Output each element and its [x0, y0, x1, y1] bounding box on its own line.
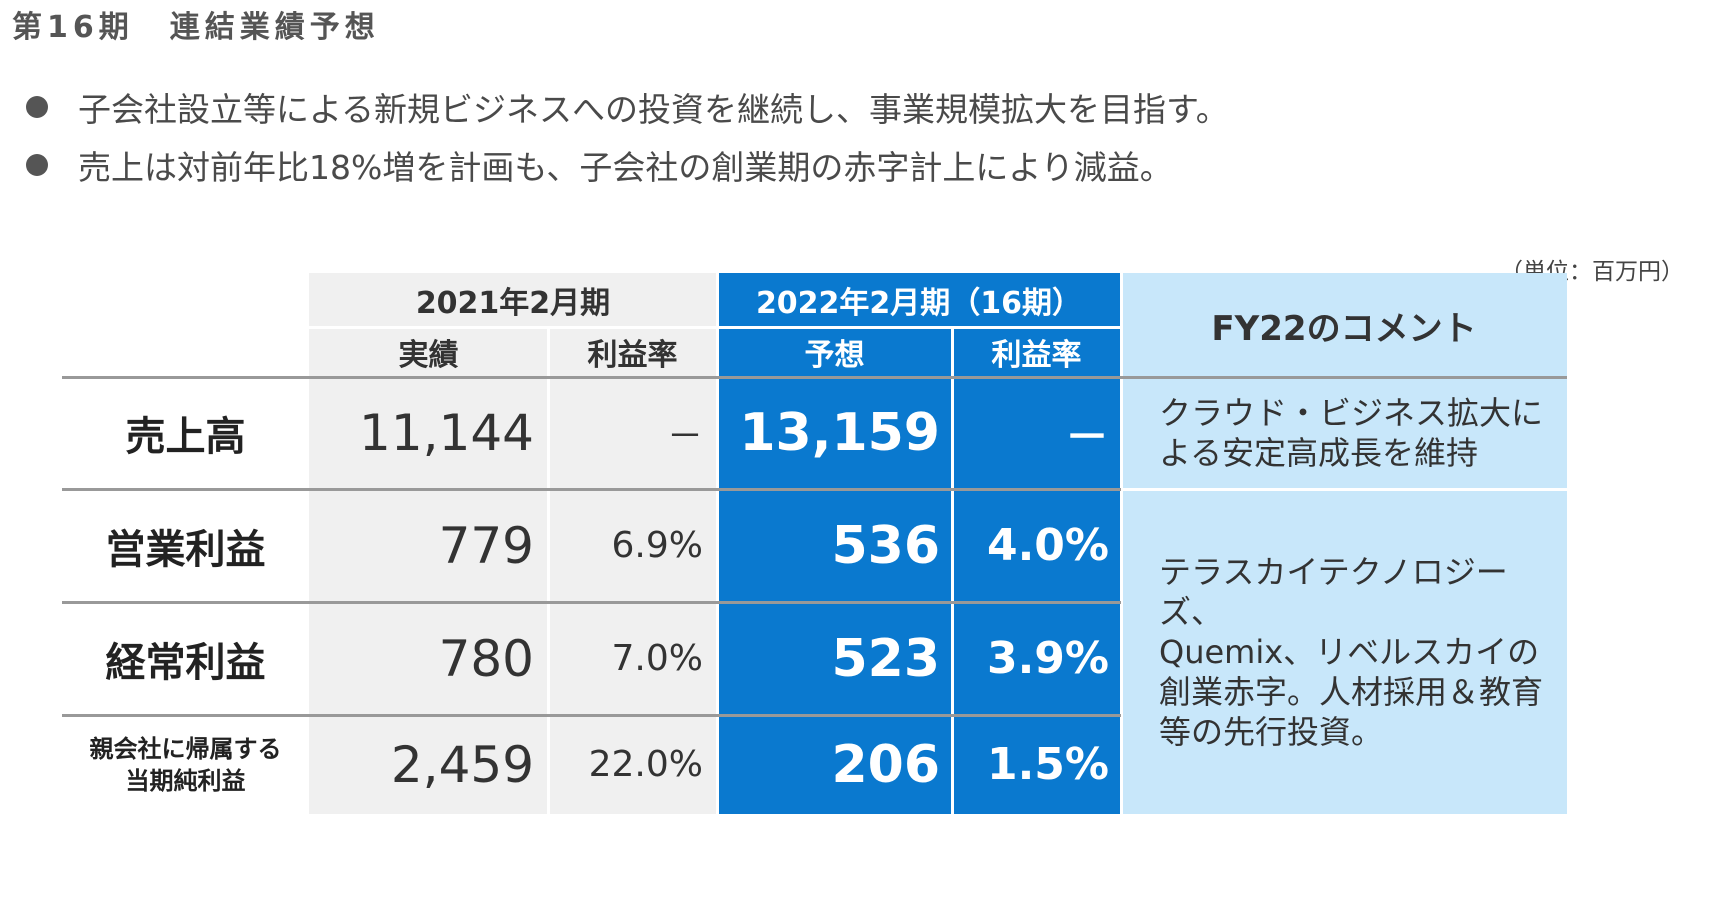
bullet-item: 売上は対前年比18%増を計画も、子会社の創業期の赤字計上により減益。: [26, 136, 1229, 194]
row-label-net-income: 親会社に帰属する 当期純利益: [62, 715, 309, 814]
header-fy22: 2022年2月期（16期）: [717, 273, 1121, 327]
header-forecast: 予想: [717, 327, 952, 377]
row-label-operating-profit: 営業利益: [62, 489, 309, 602]
bullet-dot-icon: [26, 96, 48, 118]
bullet-dot-icon: [26, 154, 48, 176]
bullet-item: 子会社設立等による新規ビジネスへの投資を継続し、事業規模拡大を目指す。: [26, 78, 1229, 136]
bullet-list: 子会社設立等による新規ビジネスへの投資を継続し、事業規模拡大を目指す。 売上は対…: [26, 78, 1229, 194]
ordinary-margin2: 3.9%: [952, 602, 1121, 715]
operating-margin2: 4.0%: [952, 489, 1121, 602]
operating-forecast: 536: [717, 489, 952, 602]
comment-line: よる安定高成長を維持: [1159, 434, 1479, 472]
net-income-margin2: 1.5%: [952, 715, 1121, 814]
row-label-line: 当期純利益: [125, 766, 246, 795]
comment-sales: クラウド・ビジネス拡大に よる安定高成長を維持: [1121, 377, 1567, 489]
bullet-text: 子会社設立等による新規ビジネスへの投資を継続し、事業規模拡大を目指す。: [78, 90, 1229, 129]
row-divider: [62, 601, 1121, 604]
section-title: 連結業績予想: [169, 10, 380, 45]
comment-line: テラスカイテクノロジーズ、: [1159, 552, 1508, 631]
operating-margin: 6.9%: [548, 489, 717, 602]
column-divider: [716, 273, 719, 814]
row-divider: [62, 488, 1121, 491]
sales-margin2: －: [952, 377, 1121, 489]
row-divider: [1121, 488, 1567, 491]
ordinary-actual: 780: [309, 602, 548, 715]
sales-forecast: 13,159: [717, 377, 952, 489]
header-margin2: 利益率: [952, 327, 1121, 377]
operating-actual: 779: [309, 489, 548, 602]
net-income-actual: 2,459: [309, 715, 548, 814]
comment-profit: テラスカイテクノロジーズ、 Quemix、リベルスカイの 創業赤字。人材採用＆教…: [1121, 489, 1567, 814]
row-divider: [62, 376, 1567, 379]
page-title: 第16期 連結業績予想: [12, 2, 380, 46]
bullet-text: 売上は対前年比18%増を計画も、子会社の創業期の赤字計上により減益。: [78, 148, 1173, 187]
row-label-line: 親会社に帰属する: [89, 734, 282, 763]
row-divider: [62, 714, 1121, 717]
header-actual: 実績: [309, 327, 548, 377]
net-income-forecast: 206: [717, 715, 952, 814]
ordinary-forecast: 523: [717, 602, 952, 715]
sales-margin: －: [548, 377, 717, 489]
comment-line: Quemix、リベルスカイの: [1159, 632, 1540, 671]
net-income-margin: 22.0%: [548, 715, 717, 814]
row-label-ordinary-profit: 経常利益: [62, 602, 309, 715]
sales-actual: 11,144: [309, 377, 548, 489]
comment-line: 創業赤字。人材採用＆教育: [1159, 672, 1544, 711]
header-comment: FY22のコメント: [1121, 273, 1567, 377]
column-divider: [951, 327, 954, 814]
header-fy21: 2021年2月期: [309, 273, 717, 327]
period-title: 第16期: [12, 10, 134, 45]
header-divider: [309, 326, 1121, 329]
header-margin: 利益率: [548, 327, 717, 377]
ordinary-margin: 7.0%: [548, 602, 717, 715]
comment-line: 等の先行投資。: [1159, 712, 1384, 751]
comment-line: クラウド・ビジネス拡大に: [1159, 394, 1544, 432]
column-divider: [547, 327, 550, 814]
row-label-sales: 売上高: [62, 377, 309, 489]
column-divider: [1120, 273, 1123, 814]
